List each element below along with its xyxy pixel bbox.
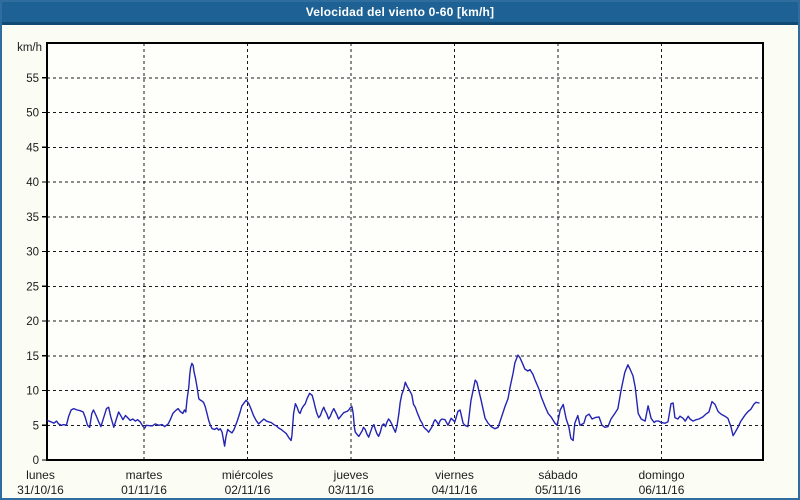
y-tick-label: 50 (26, 108, 39, 120)
window-titlebar: Velocidad del viento 0-60 [km/h] (2, 2, 798, 25)
y-tick-label: 35 (26, 212, 39, 224)
y-axis-unit-label: km/h (17, 42, 42, 54)
day-label: lunes (26, 468, 55, 482)
date-label: 06/11/16 (639, 483, 685, 497)
day-label: sábado (538, 468, 578, 482)
date-label: 03/11/16 (328, 483, 374, 497)
day-label: martes (126, 468, 163, 482)
day-label: viernes (435, 468, 474, 482)
window-title: Velocidad del viento 0-60 [km/h] (305, 5, 495, 19)
y-tick-label: 25 (26, 281, 39, 293)
day-label: miércoles (222, 468, 273, 482)
y-tick-label: 20 (26, 316, 39, 328)
y-tick-label: 10 (26, 386, 39, 398)
date-label: 04/11/16 (432, 483, 478, 497)
date-label: 02/11/16 (225, 483, 271, 497)
y-tick-label: 40 (26, 177, 39, 189)
date-label: 05/11/16 (535, 483, 581, 497)
y-tick-label: 30 (26, 247, 39, 259)
wind-speed-line (47, 354, 760, 447)
y-tick-label: 5 (33, 420, 39, 432)
y-tick-label: 45 (26, 142, 39, 154)
day-label: jueves (333, 468, 369, 482)
date-label: 01/11/16 (121, 483, 167, 497)
y-tick-label: 0 (33, 455, 39, 467)
y-tick-label: 55 (26, 73, 39, 85)
day-label: domingo (638, 468, 684, 482)
y-tick-label: 15 (26, 351, 39, 363)
date-label: 31/10/16 (17, 483, 64, 497)
